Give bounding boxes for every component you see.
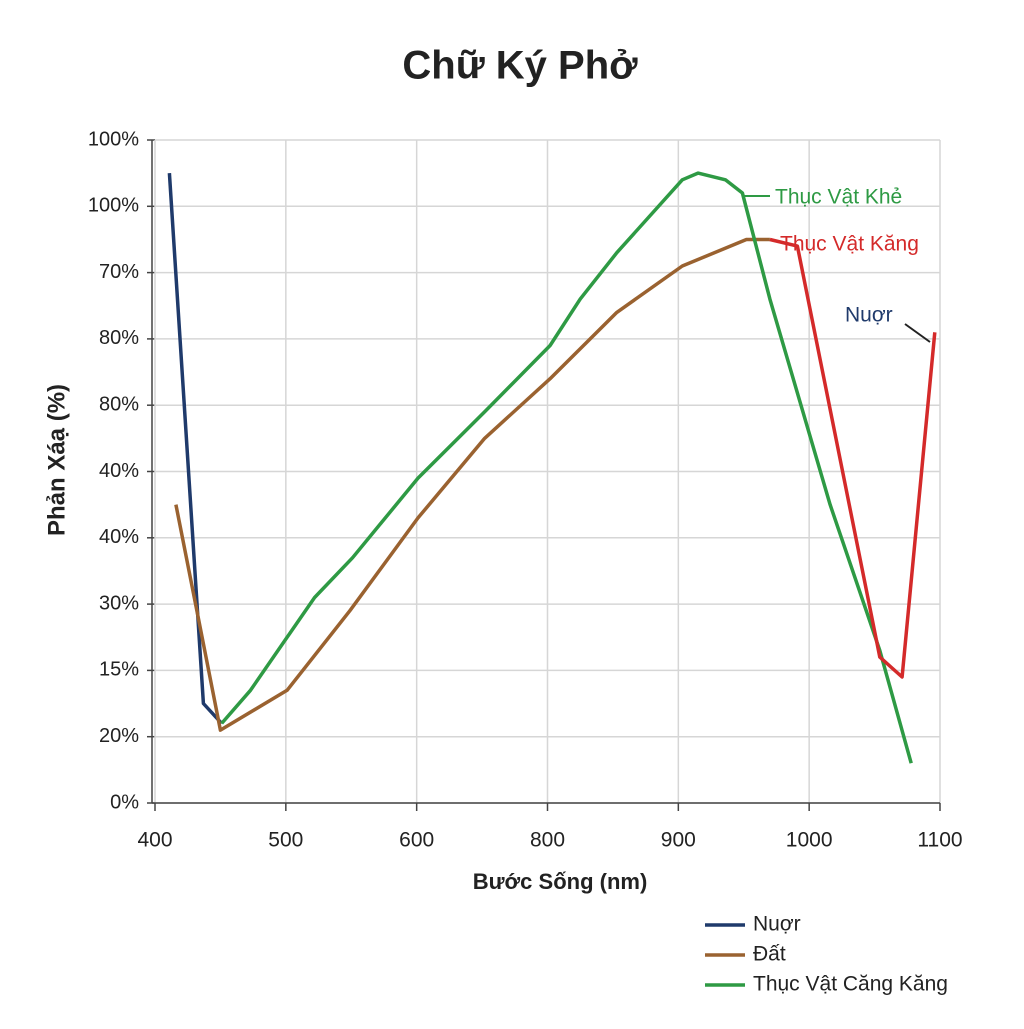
legend-label: Thục Vật Căng Kăng bbox=[753, 973, 948, 996]
y-tick-label: 80% bbox=[99, 393, 139, 415]
annotation: Nuợr bbox=[845, 304, 893, 327]
chart-title: Chữ Ký Phở bbox=[402, 44, 638, 88]
series-line bbox=[220, 171, 913, 764]
y-tick-label: 15% bbox=[99, 659, 139, 681]
x-tick-label: 500 bbox=[268, 829, 303, 852]
y-tick-label: 100% bbox=[88, 195, 139, 217]
x-tick-label: 1100 bbox=[917, 829, 962, 852]
series-line bbox=[167, 172, 223, 725]
y-tick-label: 0% bbox=[110, 791, 139, 813]
legend-label: Nuợr bbox=[753, 913, 801, 936]
y-tick-label: 30% bbox=[99, 592, 139, 614]
series-line bbox=[174, 237, 770, 732]
y-axis-label: Phản Xáạ (%) bbox=[43, 384, 70, 536]
x-tick-label: 1000 bbox=[786, 829, 833, 852]
x-tick-label: 900 bbox=[661, 829, 696, 852]
annotation-leader bbox=[904, 323, 931, 343]
x-tick-label: 600 bbox=[399, 829, 434, 852]
y-tick-label: 40% bbox=[99, 460, 139, 482]
series-line bbox=[769, 237, 937, 679]
x-tick-label: 800 bbox=[530, 829, 565, 852]
y-tick-label: 40% bbox=[99, 526, 139, 548]
annotation: Thục Vật Kăng bbox=[780, 233, 919, 256]
x-tick-label: 400 bbox=[137, 829, 172, 852]
annotation: Thục Vật Khẻ bbox=[775, 186, 902, 209]
y-tick-label: 100% bbox=[88, 128, 139, 150]
legend-label: Đất bbox=[753, 943, 786, 966]
y-tick-label: 80% bbox=[99, 327, 139, 349]
y-tick-label: 70% bbox=[99, 261, 139, 283]
x-axis-label: Bước Sống (nm) bbox=[473, 869, 648, 894]
y-tick-label: 20% bbox=[99, 725, 139, 747]
